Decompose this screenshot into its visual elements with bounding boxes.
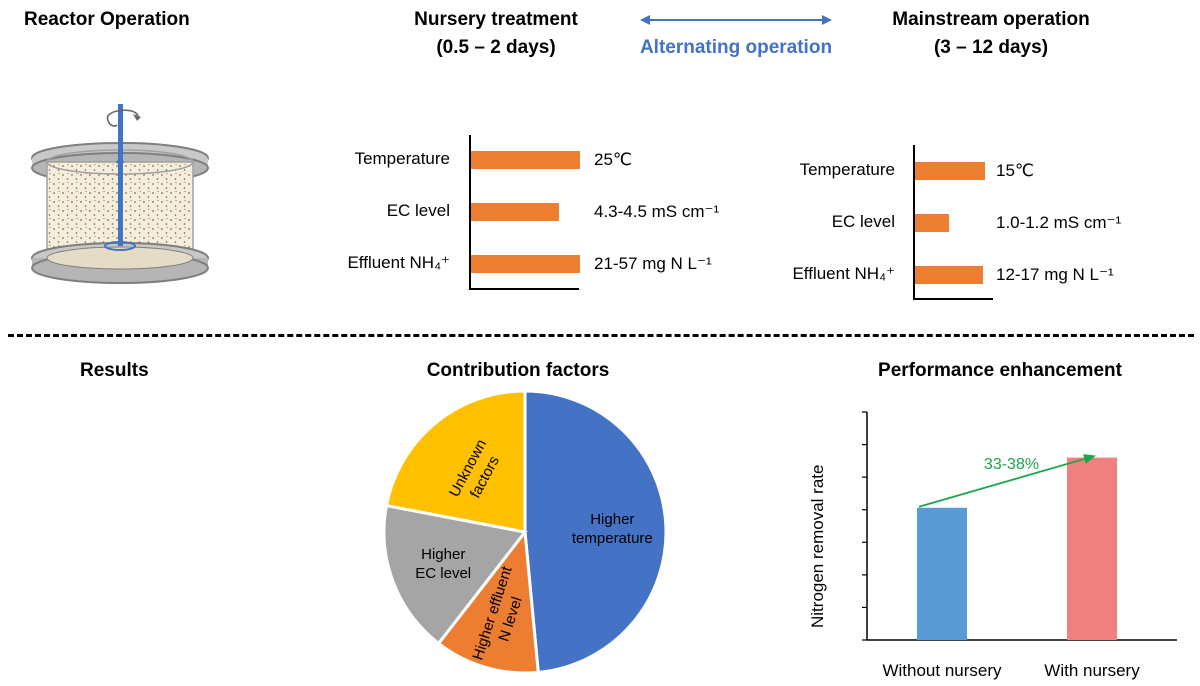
- mainstream-value-temperature: 15℃: [996, 161, 1035, 180]
- tick-label-without-nursery: Without nursery: [882, 661, 1002, 680]
- bar-chart-ylabel: Nitrogen removal rate: [808, 464, 827, 628]
- mainstream-value-nh4: 12-17 mg N L⁻¹: [996, 265, 1114, 284]
- results-heading: Results: [80, 360, 149, 381]
- alternating-operation-label: Alternating operation: [639, 37, 833, 58]
- pie-slice-unknown-factors: [384, 390, 527, 534]
- performance-bar-chart: Without nursery With nursery 33-38%: [862, 411, 1177, 680]
- nursery-axis-vertical: [469, 135, 471, 290]
- pie-label-higher-temperature: Higher temperature: [572, 511, 653, 547]
- pie-slice-higher-ec: [382, 503, 528, 646]
- mainstream-axis-vertical: [913, 145, 915, 300]
- increase-arrow-icon: [918, 458, 1085, 508]
- contribution-factors-heading: Contribution factors: [426, 360, 610, 381]
- mainstream-bar-nh4: [915, 266, 983, 284]
- nursery-bar-temperature: [471, 151, 580, 169]
- nursery-value-nh4: 21-57 mg N L⁻¹: [594, 254, 712, 273]
- bar-with-nursery: [1067, 457, 1117, 640]
- mainstream-label-ec: EC level: [831, 212, 895, 231]
- nursery-value-ec: 4.3-4.5 mS cm⁻¹: [594, 202, 720, 221]
- pie-slice-higher-temperature: [523, 390, 668, 675]
- mainstream-axis-horizontal: [913, 298, 993, 300]
- mainstream-bar-temperature: [915, 162, 985, 180]
- nursery-bar-ec: [471, 203, 559, 221]
- nursery-days-heading: (0.5 – 2 days): [436, 37, 556, 58]
- mainstream-label-temperature: Temperature: [799, 160, 895, 179]
- mainstream-operation-heading: Mainstream operation: [892, 9, 1090, 30]
- nursery-bar-nh4: [471, 255, 580, 273]
- tick-label-with-nursery: With nursery: [1044, 661, 1140, 680]
- nursery-axis-horizontal: [469, 288, 579, 290]
- increase-arrowhead-icon: [1083, 454, 1096, 464]
- reactor-illustration: [31, 104, 209, 284]
- mainstream-label-nh4: Effluent NH₄⁺: [792, 264, 895, 283]
- section-divider: [8, 334, 1194, 337]
- mainstream-bar-ec: [915, 214, 949, 232]
- increase-annotation: 33-38%: [984, 456, 1039, 473]
- pie-slice-higher-effluent-n: [436, 528, 540, 675]
- mainstream-days-heading: (3 – 12 days): [933, 37, 1049, 58]
- nursery-label-ec: EC level: [386, 201, 450, 220]
- nursery-treatment-heading: Nursery treatment: [414, 9, 578, 30]
- reactor-operation-heading: Reactor Operation: [24, 9, 190, 30]
- bar-without-nursery: [917, 507, 967, 640]
- performance-enhancement-heading: Performance enhancement: [878, 360, 1122, 381]
- alternating-double-arrow-icon: [640, 15, 832, 25]
- pie-label-higher-ec: Higher EC level: [415, 546, 471, 582]
- nursery-value-temperature: 25℃: [594, 150, 633, 169]
- mainstream-value-ec: 1.0-1.2 mS cm⁻¹: [996, 213, 1122, 232]
- nursery-label-temperature: Temperature: [354, 149, 450, 168]
- nursery-label-nh4: Effluent NH₄⁺: [347, 253, 450, 272]
